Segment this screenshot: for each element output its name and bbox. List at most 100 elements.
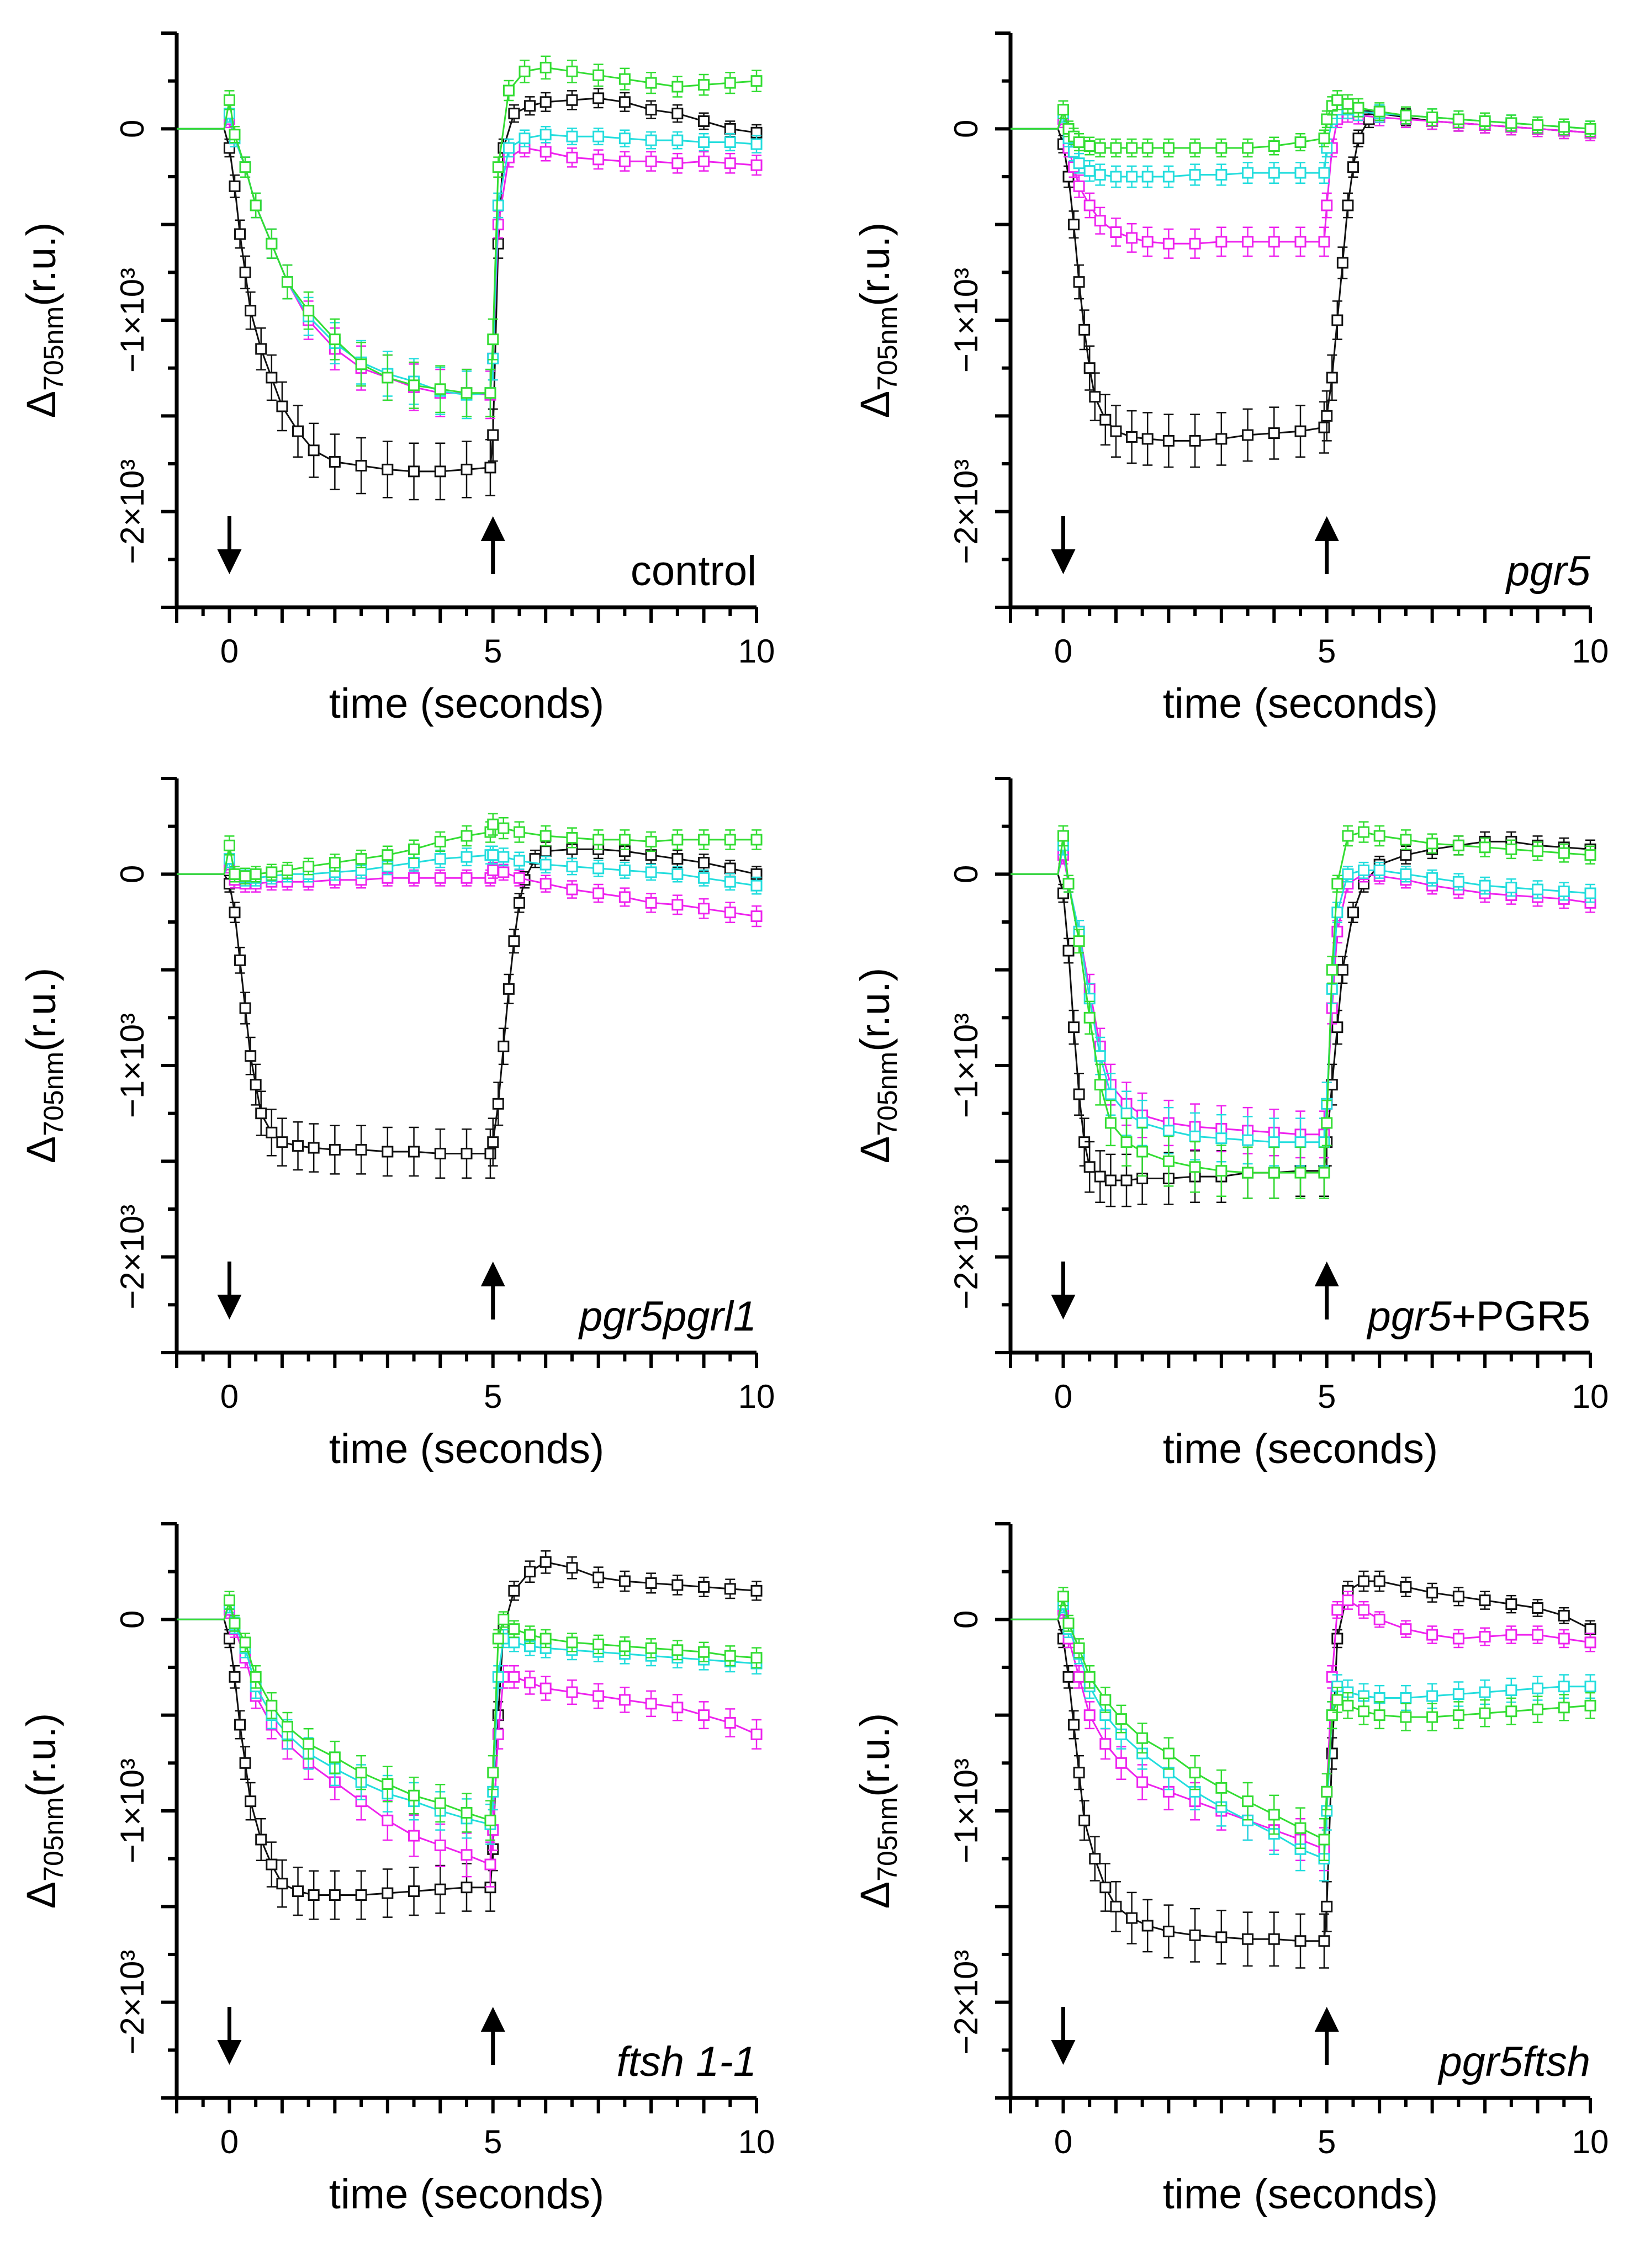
light-on-arrowhead: [217, 1295, 242, 1320]
data-point: [1162, 1125, 1175, 1137]
data-point: [484, 387, 496, 399]
data-point: [1162, 237, 1175, 250]
x-tick-label: 0: [1054, 633, 1072, 670]
series-line-cyan: [1011, 845, 1591, 1143]
data-point: [671, 157, 684, 169]
data-point: [539, 859, 552, 871]
data-point: [1073, 180, 1085, 192]
data-point: [434, 872, 446, 884]
data-point: [492, 1633, 504, 1645]
data-point: [1321, 113, 1333, 125]
data-point: [1318, 167, 1330, 179]
genotype-name: ftsh 1-1: [617, 2038, 757, 2085]
data-point: [1126, 142, 1138, 154]
y-axis-label: Δ705nm(r.u.): [852, 1713, 903, 1909]
data-point: [1268, 1933, 1280, 1945]
data-point: [1189, 434, 1201, 447]
data-point: [1505, 843, 1517, 855]
data-point: [1189, 1130, 1201, 1142]
y-axis-label: Δ705nm(r.u.): [852, 968, 903, 1163]
data-point: [1094, 1170, 1106, 1183]
data-point: [618, 891, 631, 903]
data-point: [645, 77, 657, 89]
data-point: [618, 155, 631, 167]
data-point: [618, 1575, 631, 1587]
data-point: [1094, 169, 1106, 181]
data-point: [1331, 1633, 1343, 1645]
data-point: [1400, 1711, 1412, 1723]
data-point: [329, 333, 341, 346]
data-point: [1342, 868, 1354, 880]
data-point: [498, 1040, 510, 1052]
x-tick-label: 10: [738, 633, 775, 670]
panel-ftsh-1-1: 0 5 10 0 −1×10³ −2×10³ Δ705nm(r.u.) time (secon…: [0, 1491, 806, 2233]
data-point: [223, 839, 235, 851]
x-tick-label: 5: [484, 2123, 502, 2160]
y-label-main: Δ: [18, 391, 64, 418]
data-point: [671, 108, 684, 120]
data-point: [355, 1144, 367, 1156]
y-label-sub: 705nm: [38, 1052, 69, 1136]
data-point: [492, 199, 504, 211]
data-point: [266, 1858, 278, 1870]
data-point: [513, 897, 525, 909]
data-point: [1136, 1117, 1149, 1129]
data-point: [245, 305, 257, 317]
data-point: [1532, 883, 1544, 895]
data-point: [1294, 1822, 1307, 1834]
data-point: [1321, 410, 1333, 422]
data-point: [724, 907, 736, 919]
data-point: [1558, 1633, 1570, 1645]
data-point: [1136, 1732, 1149, 1744]
data-point: [1141, 171, 1154, 183]
data-point: [566, 1636, 578, 1649]
data-point: [255, 343, 267, 355]
y-label-unit: (r.u.): [18, 1713, 64, 1797]
data-point: [1426, 1711, 1438, 1723]
data-point: [1189, 169, 1201, 181]
data-point: [355, 853, 367, 865]
data-point: [539, 129, 552, 141]
data-point: [1584, 1699, 1596, 1711]
data-point: [671, 1644, 684, 1656]
data-point: [434, 1883, 446, 1895]
data-point: [566, 860, 578, 872]
data-point: [234, 228, 246, 240]
y-label-unit: (r.u.): [852, 222, 898, 306]
data-point: [645, 104, 657, 116]
y-label-sub: 705nm: [872, 1052, 903, 1136]
data-point: [1099, 1694, 1112, 1706]
data-point: [1321, 199, 1333, 211]
data-point: [503, 84, 515, 97]
data-point: [239, 1757, 251, 1769]
data-point: [461, 1882, 473, 1894]
genotype-name: pgr5: [1505, 548, 1591, 595]
data-point: [1242, 1167, 1254, 1179]
data-point: [1115, 1757, 1127, 1769]
data-point: [382, 1814, 394, 1826]
genotype-label: pgr5pgrl1: [578, 1293, 757, 1340]
data-point: [408, 1830, 420, 1842]
data-point: [671, 134, 684, 146]
data-point: [508, 1623, 520, 1635]
data-point: [724, 862, 736, 875]
data-point: [1321, 1117, 1333, 1129]
data-point: [1558, 1609, 1570, 1621]
data-point: [1068, 1021, 1080, 1034]
data-point: [1268, 236, 1280, 248]
data-point: [671, 868, 684, 880]
data-point: [566, 130, 578, 142]
data-point: [539, 1633, 552, 1645]
data-point: [1426, 1587, 1438, 1599]
y-label-main: Δ: [18, 1136, 64, 1163]
data-point: [1162, 142, 1175, 154]
data-point: [1062, 1617, 1075, 1629]
data-point: [1062, 1671, 1075, 1683]
data-point: [593, 153, 605, 166]
data-point: [750, 159, 763, 171]
data-point: [566, 1686, 578, 1698]
data-point: [434, 1797, 446, 1809]
data-point: [698, 1646, 710, 1658]
series-line-magenta: [1011, 855, 1591, 1136]
data-point: [355, 459, 367, 471]
